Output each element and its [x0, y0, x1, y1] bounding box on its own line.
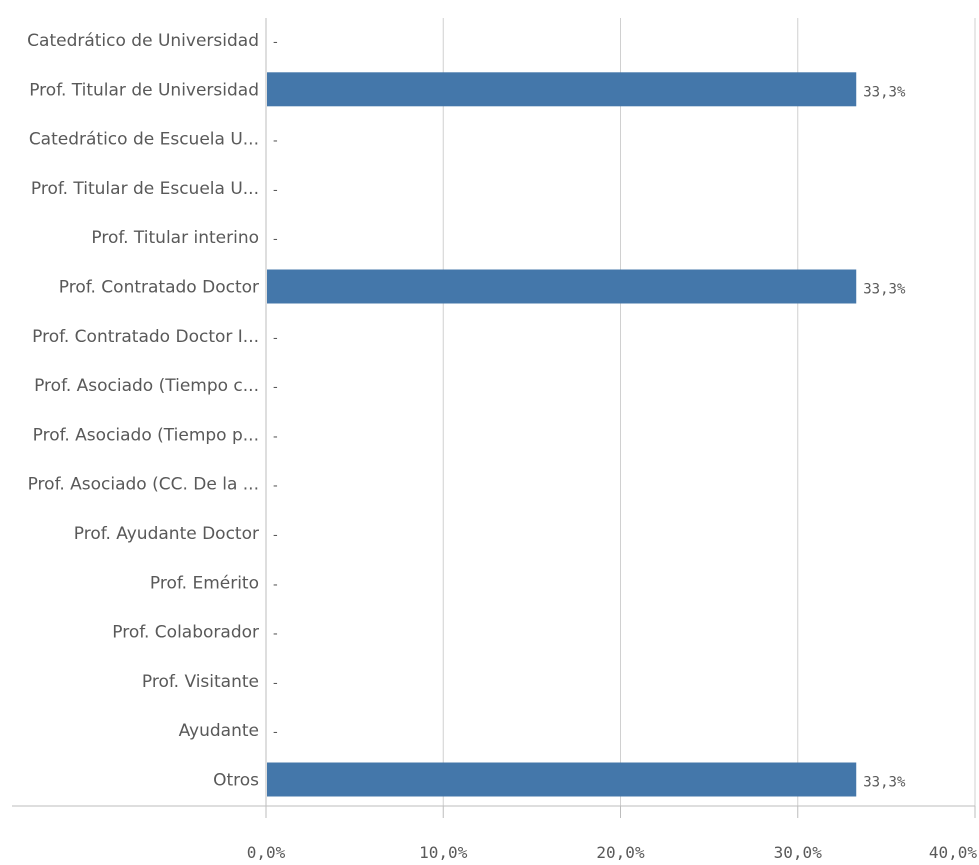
x-tick-label: 40,0%: [929, 843, 978, 862]
category-label: Catedrático de Escuela U...: [29, 130, 259, 150]
category-label: Prof. Ayudante Doctor: [74, 524, 259, 544]
category-label: Prof. Asociado (CC. De la ...: [28, 475, 259, 495]
category-label: Prof. Asociado (Tiempo p...: [33, 425, 259, 445]
bar[interactable]: [267, 269, 857, 304]
empty-value-label: -: [273, 627, 278, 642]
labels: Catedrático de Universidad -Prof. Titular…: [27, 31, 906, 791]
empty-value-label: -: [273, 331, 278, 346]
grid-lines: [442, 18, 976, 806]
category-label: Prof. Emérito: [150, 573, 259, 593]
category-label: Prof. Asociado (Tiempo c...: [34, 376, 259, 396]
bar-value-label: 33,3%: [863, 775, 906, 791]
category-label: Prof. Visitante: [142, 672, 259, 692]
empty-value-label: -: [273, 429, 278, 444]
x-tick-label: 10,0%: [419, 843, 468, 862]
category-label: Ayudante: [179, 721, 259, 741]
category-label: Prof. Contratado Doctor: [59, 278, 259, 298]
x-tick-label: 30,0%: [774, 843, 823, 862]
empty-value-label: -: [273, 676, 278, 691]
category-label: Prof. Titular interino: [91, 228, 259, 248]
category-label: Otros: [213, 771, 259, 791]
category-label: Prof. Titular de Escuela U...: [31, 179, 259, 199]
empty-value-label: -: [273, 577, 278, 592]
empty-value-label: -: [273, 183, 278, 198]
bar-value-label: 33,3%: [863, 282, 906, 298]
category-label: Prof. Colaborador: [112, 623, 259, 643]
category-label: Catedrático de Universidad: [27, 31, 259, 51]
x-tick-label: 0,0%: [247, 843, 286, 862]
category-label: Prof. Titular de Universidad: [29, 80, 259, 100]
empty-value-label: -: [273, 528, 278, 543]
empty-value-label: -: [273, 380, 278, 395]
bars: [267, 72, 857, 797]
empty-value-label: -: [273, 35, 278, 50]
empty-value-label: -: [273, 134, 278, 149]
x-tick-label: 20,0%: [596, 843, 645, 862]
category-label: Prof. Contratado Doctor I...: [32, 327, 259, 347]
empty-value-label: -: [273, 479, 278, 494]
bar-value-label: 33,3%: [863, 84, 906, 100]
axes: 0,0% 10,0% 20,0% 30,0% 40,0%: [12, 18, 977, 862]
empty-value-label: -: [273, 232, 278, 247]
bar[interactable]: [267, 72, 857, 107]
bar[interactable]: [267, 762, 857, 797]
empty-value-label: -: [273, 725, 278, 740]
